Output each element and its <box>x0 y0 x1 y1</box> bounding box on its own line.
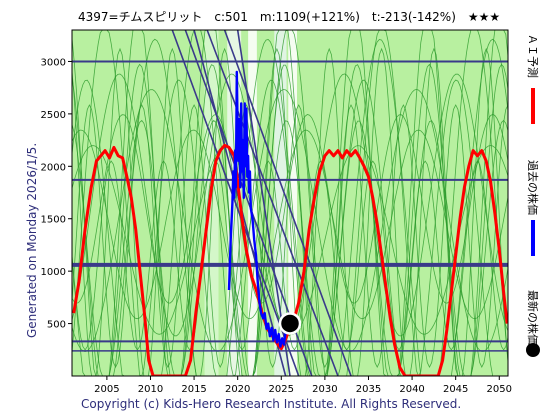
y-tick-label: 1000 <box>41 267 66 278</box>
green-oscillator-line <box>71 29 509 377</box>
copyright-footer: Copyright (c) Kids-Hero Research Institu… <box>81 397 461 411</box>
legend-item: ＡＩ予測 <box>526 34 540 124</box>
plot-area <box>71 29 509 377</box>
x-tick-label: 2025 <box>269 384 294 395</box>
y-tick-label: 2500 <box>41 110 66 121</box>
trend-line <box>206 29 339 377</box>
green-oscillator-line <box>71 88 509 353</box>
chart-title: 4397=チムスピリット c:501 m:1109(+121%) t:-213(… <box>78 10 500 24</box>
background-band <box>288 30 297 376</box>
x-tick-label: 2005 <box>94 384 119 395</box>
green-oscillator-line <box>71 119 509 377</box>
y-tick-label: 500 <box>47 320 66 331</box>
green-oscillator-line <box>71 73 509 337</box>
y-tick-label: 2000 <box>41 162 66 173</box>
x-tick-label: 2045 <box>443 384 468 395</box>
horizontal-levels <box>72 60 508 352</box>
legend-label: 最新の株価 <box>526 290 540 345</box>
y-tick-label: 1500 <box>41 215 66 226</box>
x-tick-label: 2035 <box>356 384 381 395</box>
green-oscillator-line <box>71 63 509 377</box>
green-oscillator-line <box>71 104 509 369</box>
legend-item: 過去の株価 <box>526 160 540 256</box>
x-tick-label: 2040 <box>399 384 424 395</box>
x-tick-label: 2010 <box>138 384 163 395</box>
x-tick-label: 2030 <box>312 384 337 395</box>
green-oscillator-line <box>71 79 508 377</box>
legend-item: 最新の株価 <box>526 290 540 357</box>
green-oscillator-line <box>71 114 509 304</box>
x-tick-label: 2015 <box>181 384 206 395</box>
plot-frame <box>71 29 509 377</box>
trend-line <box>171 29 300 377</box>
latest-price-dot <box>278 312 302 335</box>
generated-date-label: Generated on Monday 2026/1/5. <box>25 143 39 338</box>
y-axis-ticks: 500 1000 1500 2000 2500 3000 <box>41 57 72 331</box>
series-line-price <box>227 70 291 348</box>
legend-label: 過去の株価 <box>526 160 540 215</box>
y-tick-label: 3000 <box>41 57 66 68</box>
x-axis-ticks: 2005 2010 2015 2020 2025 2030 2035 2040 2045 2050 <box>94 376 512 395</box>
latest-layer <box>278 312 302 335</box>
x-tick-label: 2020 <box>225 384 250 395</box>
legend-swatch <box>526 343 540 357</box>
legend-label: ＡＩ予測 <box>526 34 540 78</box>
x-tick-label: 2050 <box>487 384 512 395</box>
